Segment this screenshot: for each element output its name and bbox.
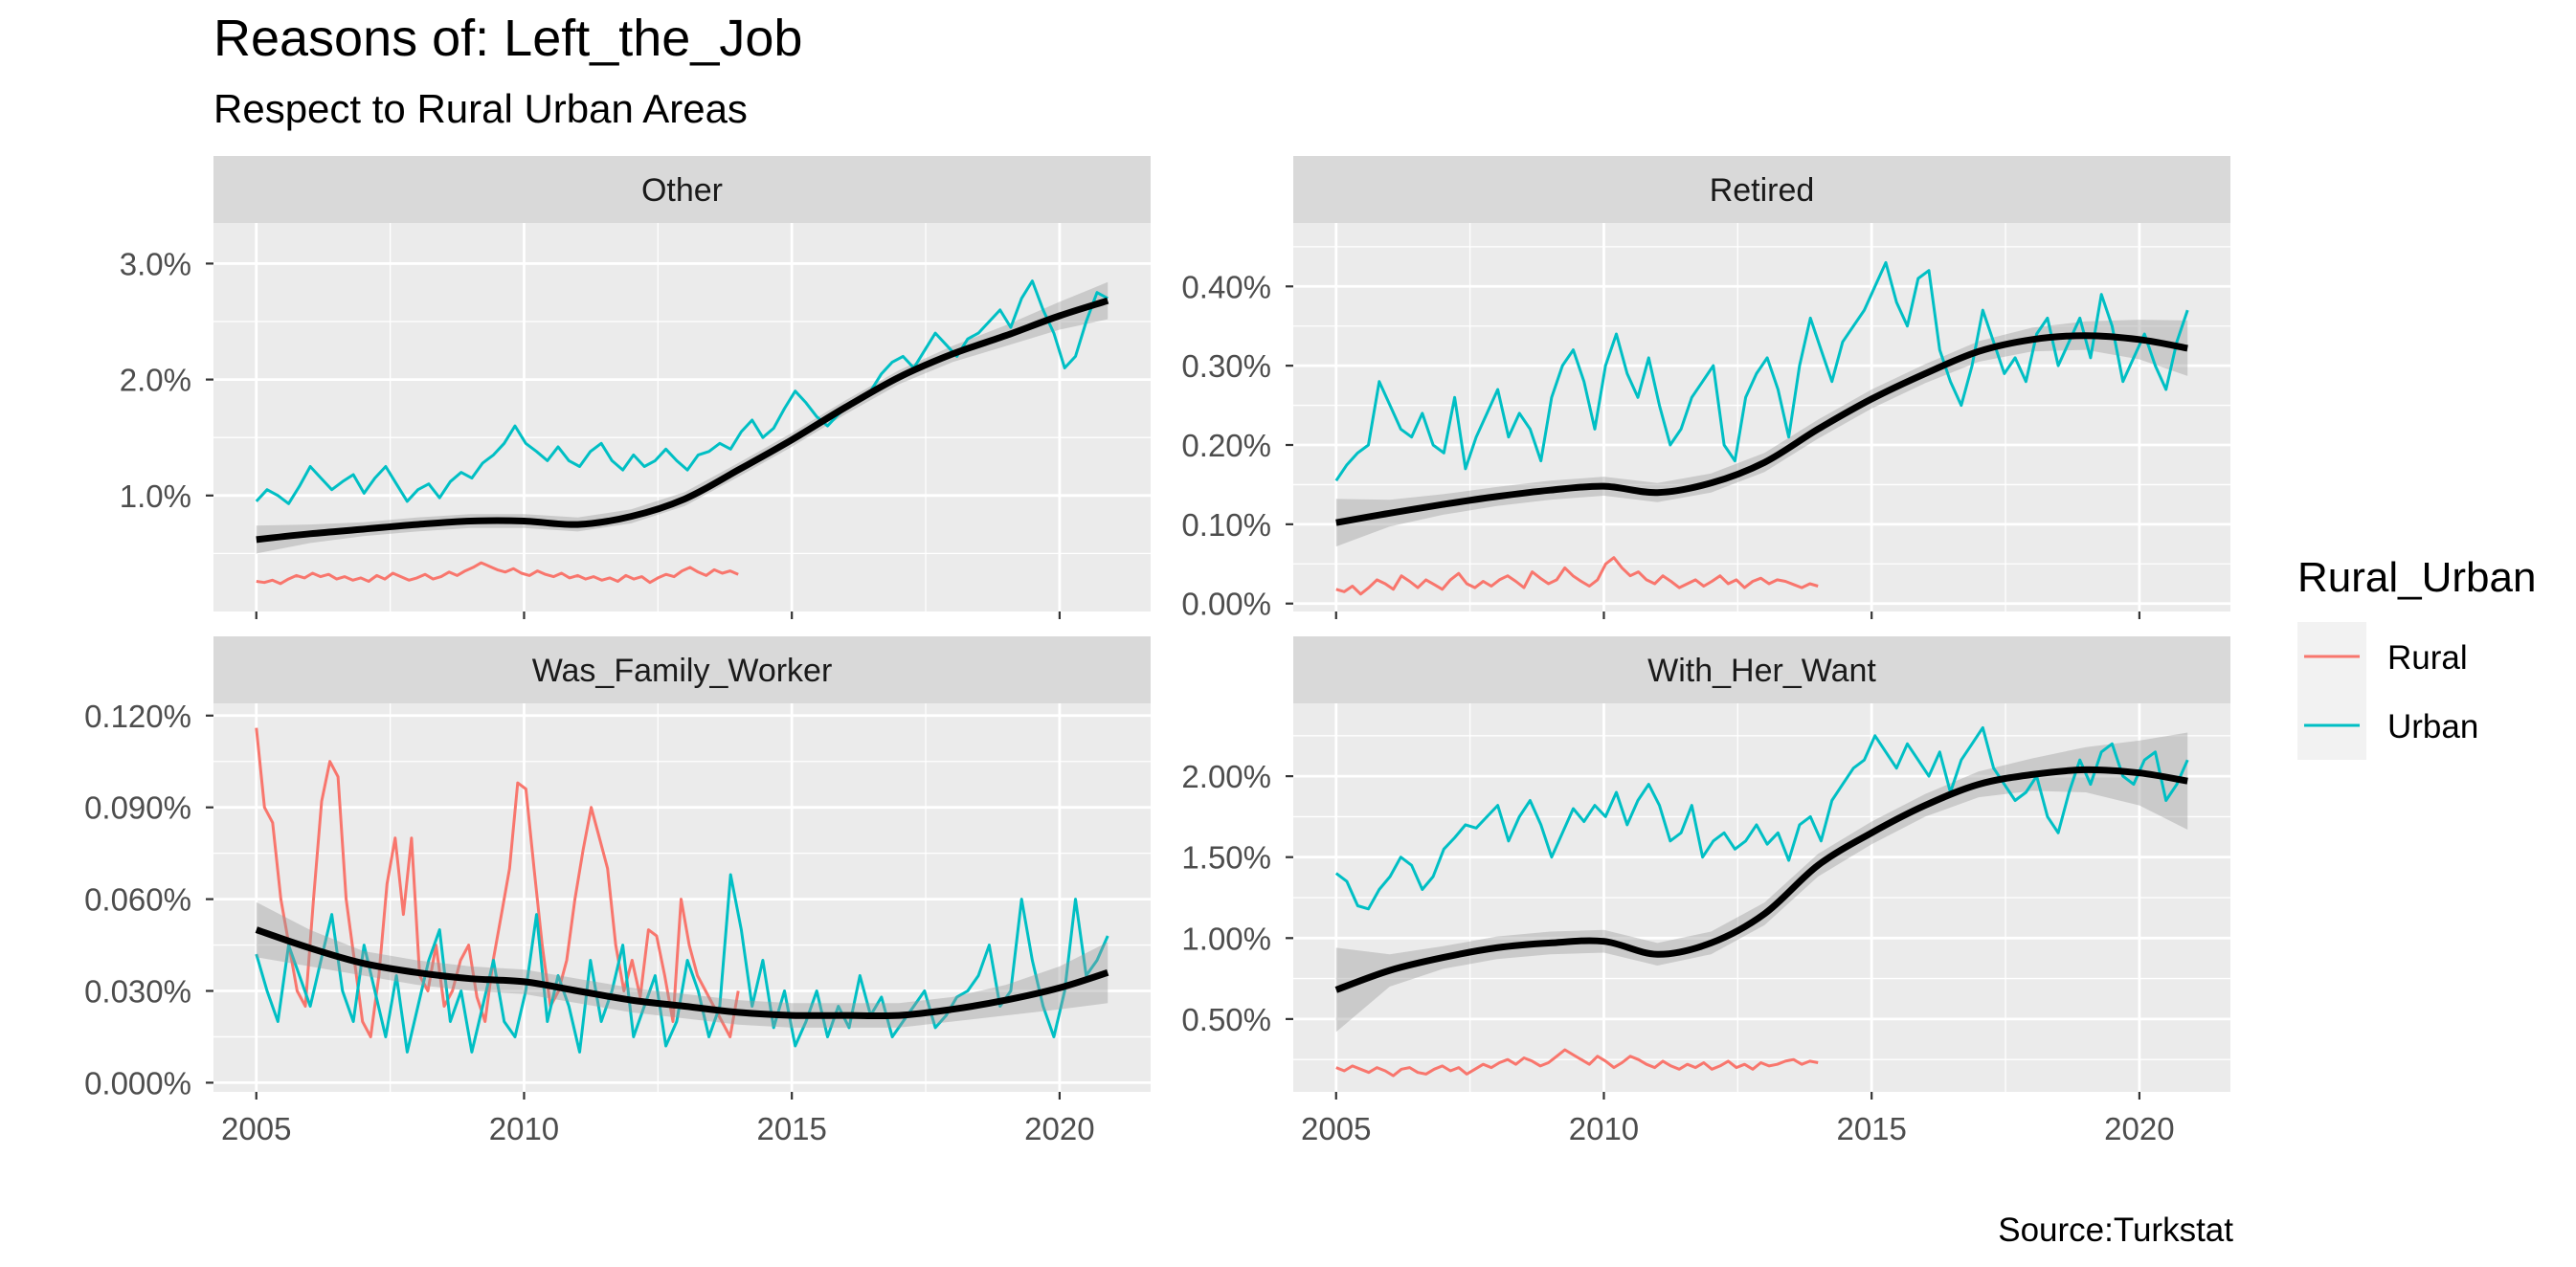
panel-background [213,703,1151,1092]
legend-label-urban: Urban [2387,708,2478,745]
y-tick-label: 0.090% [84,790,191,826]
y-tick-label: 0.060% [84,882,191,918]
smooth-trend-line [1335,332,2188,526]
facet-strip [1293,156,2230,223]
panel-background [1293,223,2230,611]
legend-label-rural: Rural [2387,639,2468,677]
x-tick-label: 2010 [1569,1111,1639,1146]
facet-strip [213,636,1151,703]
smooth-trend-line [255,926,1109,1020]
y-tick-label: 3.0% [120,246,191,281]
x-tick-label: 2005 [221,1111,291,1146]
series-line-rural [255,727,740,1038]
x-tick-label: 2020 [1024,1111,1094,1146]
panel-was-family-worker: Was_Family_Worker 0.000% 0.030% 0.060% 0.090… [84,636,1151,1146]
panel-plot-area [255,279,1109,586]
x-tick-label: 2005 [1301,1111,1371,1146]
series-line-rural [1335,1048,1819,1078]
y-tick-label: 0.40% [1181,269,1271,304]
y-tick-label: 0.00% [1181,587,1271,622]
facet-strip-label: Other [641,172,723,209]
x-tick-label: 2015 [1836,1111,1906,1146]
legend-title: Rural_Urban [2297,554,2536,601]
y-tick-label: 0.120% [84,699,191,734]
chart-subtitle: Respect to Rural Urban Areas [213,86,748,131]
y-tick-label: 0.030% [84,974,191,1010]
chart-title: Reasons of: Left_the_Job [213,10,802,67]
panel-plot-area [255,727,1109,1054]
x-tick-label: 2015 [756,1111,826,1146]
y-tick-label: 2.00% [1181,759,1271,794]
panel-plot-area [1334,260,2189,596]
series-line-urban [255,279,1109,505]
chart-caption: Source:Turkstat [1998,1211,2233,1249]
facet-strip-label: Was_Family_Worker [532,653,833,689]
panel-with-her-want: With_Her_Want 0.50% 1.00% 1.50% 2.00% 2005 201… [1181,636,2230,1146]
facet-strip [213,156,1151,223]
y-tick-label: 1.0% [120,478,191,514]
x-tick-label: 2020 [2104,1111,2174,1146]
y-tick-label: 0.000% [84,1065,191,1100]
smooth-confidence-band [1335,732,2188,1033]
series-line-rural [1335,556,1819,596]
y-tick-label: 0.50% [1181,1002,1271,1037]
facet-strip-label: With_Her_Want [1647,653,1876,689]
y-tick-label: 0.10% [1181,507,1271,543]
smooth-trend-line [256,297,1109,544]
facet-strip-label: Retired [1710,172,1815,209]
panel-background [213,223,1151,611]
facet-strip [1293,636,2230,703]
series-line-rural [256,561,739,586]
series-line-urban [255,873,1109,1054]
panel-retired: Retired 0.00% 0.10% 0.20% 0.30% 0.40% [1181,156,2230,622]
facet-panels: Other 1.0% 2.0% 3.0% Retired 0.00% 0.10% 0.20% 0… [84,156,2230,1146]
x-tick-label: 2010 [489,1111,559,1146]
y-tick-label: 2.0% [120,363,191,398]
legend: Rural_Urban Rural Urban [2297,554,2536,760]
y-tick-label: 0.20% [1181,428,1271,463]
y-tick-label: 1.50% [1181,840,1271,876]
series-line-urban [1334,725,2189,911]
series-line-urban [1334,260,2189,482]
panel-other: Other 1.0% 2.0% 3.0% [120,156,1151,619]
panel-plot-area [1334,725,2189,1078]
y-tick-label: 0.30% [1181,348,1271,384]
y-tick-label: 1.00% [1181,921,1271,956]
smooth-trend-line [1334,766,2188,993]
